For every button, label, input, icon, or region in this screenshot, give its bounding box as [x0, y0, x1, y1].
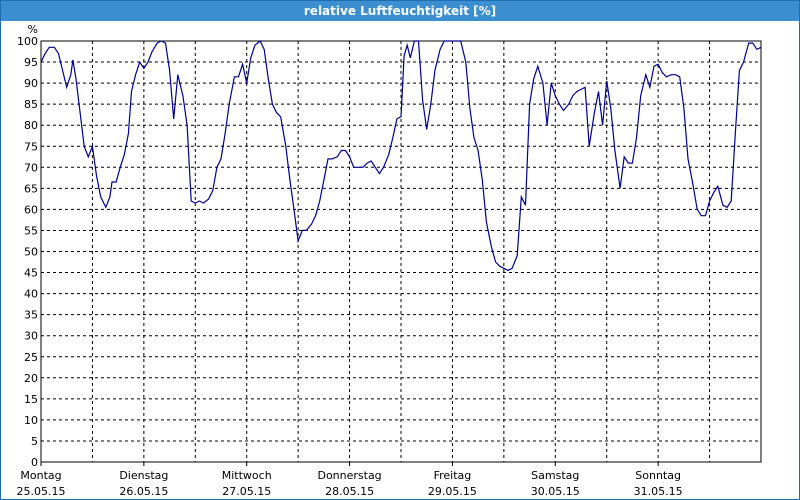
y-tick-label: 40	[24, 288, 38, 301]
x-tick-date-label: 25.05.15	[17, 485, 66, 498]
x-tick-date-label: 27.05.15	[222, 485, 271, 498]
y-tick-label: 45	[24, 267, 38, 280]
y-tick-label: 55	[24, 224, 38, 237]
x-tick-date-label: 26.05.15	[119, 485, 168, 498]
y-tick-label: 90	[24, 77, 38, 90]
x-axis-ticks: Montag 25.05.15 Dienstag 26.05.15 Mittwoch 27…	[17, 462, 683, 498]
x-tick-day-label: Montag	[20, 469, 61, 482]
y-tick-label: 50	[24, 246, 38, 259]
y-tick-label: 85	[24, 98, 38, 111]
y-tick-label: 75	[24, 140, 38, 153]
y-tick-label: 20	[24, 372, 38, 385]
y-tick-label: 5	[31, 435, 38, 448]
y-tick-label: 10	[24, 414, 38, 427]
x-tick-day-label: Donnerstag	[317, 469, 381, 482]
y-tick-label: 95	[24, 56, 38, 69]
x-tick-date-label: 29.05.15	[428, 485, 477, 498]
plot-area	[40, 40, 762, 463]
chart-title: relative Luftfeuchtigkeit [%]	[1, 1, 799, 21]
x-tick-day-label: Samstag	[531, 469, 579, 482]
horizontal-grid	[41, 61, 761, 442]
y-tick-label: 70	[24, 161, 38, 174]
y-axis-label: %	[28, 23, 38, 36]
y-tick-label: 25	[24, 351, 38, 364]
y-tick-label: 80	[24, 119, 38, 132]
y-tick-label: 30	[24, 330, 38, 343]
y-tick-label: 35	[24, 309, 38, 322]
x-tick-date-label: 30.05.15	[531, 485, 580, 498]
x-tick-day-label: Freitag	[434, 469, 472, 482]
x-tick-day-label: Dienstag	[119, 469, 168, 482]
y-tick-label: 15	[24, 393, 38, 406]
y-axis-ticks: 0 5 10 15 20 25 30 35 40 45 50 55 60 65 70 75 80 85 90 95 10…	[17, 35, 38, 469]
x-tick-day-label: Sonntag	[635, 469, 681, 482]
y-tick-label: 0	[31, 456, 38, 469]
x-tick-date-label: 28.05.15	[325, 485, 374, 498]
y-tick-label: 65	[24, 182, 38, 195]
x-tick-day-label: Mittwoch	[222, 469, 272, 482]
humidity-series-line	[40, 40, 762, 272]
x-tick-date-label: 31.05.15	[634, 485, 683, 498]
y-tick-label: 60	[24, 203, 38, 216]
y-tick-label: 100	[17, 35, 38, 48]
